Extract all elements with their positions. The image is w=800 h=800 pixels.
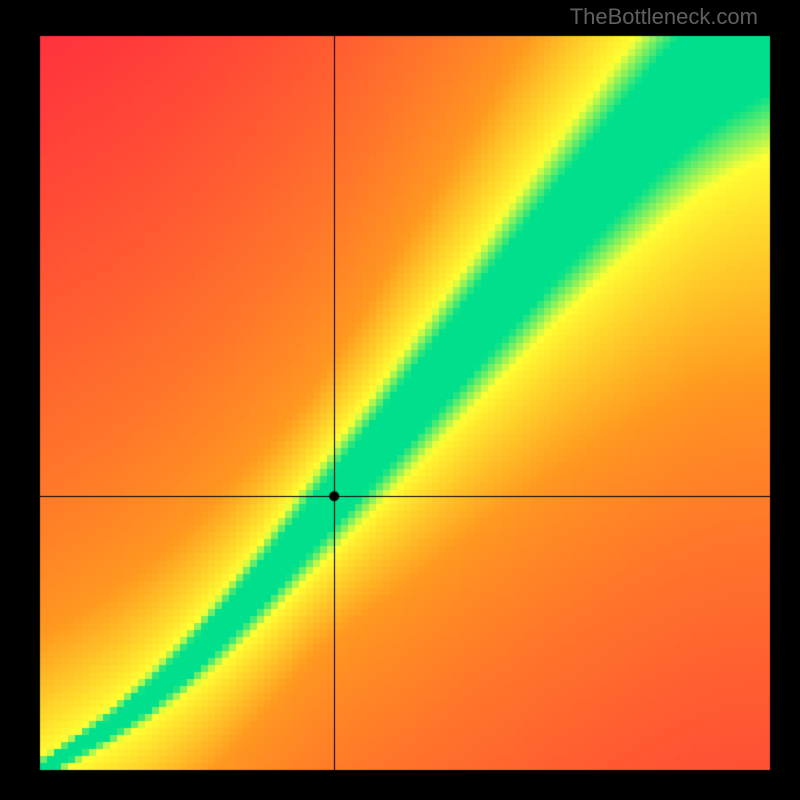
bottleneck-heatmap xyxy=(0,0,800,800)
chart-container: TheBottleneck.com xyxy=(0,0,800,800)
watermark-text: TheBottleneck.com xyxy=(570,4,758,30)
